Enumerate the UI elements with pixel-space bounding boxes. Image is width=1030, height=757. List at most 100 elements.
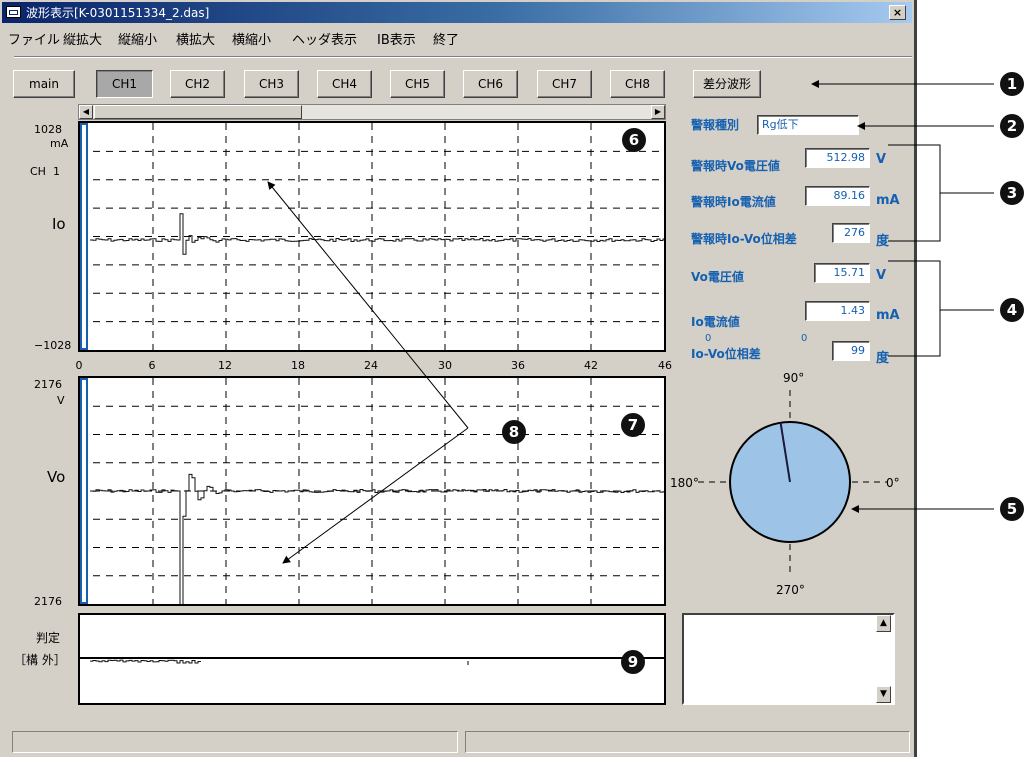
- callout-arrow-8a: [267, 181, 469, 429]
- status-panel-left: [12, 731, 458, 753]
- judgement-strip: [78, 613, 666, 705]
- diff-waveform-button[interactable]: 差分波形: [693, 70, 761, 98]
- phase-zero-left: 0: [705, 333, 712, 344]
- callout-7: 7: [621, 413, 645, 437]
- phase-label: Io-Vo位相差: [691, 347, 761, 361]
- io-value-label: Io電流値: [691, 315, 740, 329]
- judgement-trace: [80, 657, 664, 665]
- io-waveform-canvas: [80, 123, 664, 350]
- callout-9: 9: [621, 650, 645, 674]
- menu-header-view[interactable]: ヘッダ表示: [292, 33, 358, 48]
- callout-1: 1: [1000, 72, 1024, 96]
- main-button[interactable]: main: [13, 70, 75, 98]
- ch8-button[interactable]: CH8: [610, 70, 665, 98]
- vo-cursor-bar[interactable]: [80, 378, 88, 604]
- alarm-io-label: 警報時Io電流値: [691, 195, 776, 209]
- vo-signal-label: Vo: [47, 468, 66, 486]
- ch1-button[interactable]: CH1: [96, 70, 153, 98]
- menu-zoom-v-out[interactable]: 縦縮小: [118, 33, 158, 48]
- x-tick: 0: [75, 359, 83, 372]
- alarm-vo-field[interactable]: 512.98: [805, 148, 870, 168]
- callout-8: 8: [502, 420, 526, 444]
- phase-diagram: 90° 180° 0° 270°: [670, 371, 900, 597]
- ch3-button[interactable]: CH3: [244, 70, 299, 98]
- phase-label-180: 180°: [670, 476, 699, 490]
- alarm-vo-label: 警報時Vo電圧値: [691, 159, 780, 173]
- io-unit: mA: [50, 137, 69, 150]
- callout-3: 3: [1000, 181, 1024, 205]
- scroll-left-arrow-icon[interactable]: ◀: [79, 105, 93, 119]
- phase-label-270: 270°: [776, 583, 805, 597]
- vo-waveform-canvas: [80, 378, 664, 604]
- x-tick: 18: [291, 359, 305, 372]
- io-channel-label: CH 1: [30, 165, 60, 178]
- vo-plot[interactable]: [78, 376, 666, 606]
- menu-bar: ファイル 縦拡大 縦縮小 横拡大 横縮小 ヘッダ表示 IB表示 終了: [0, 25, 912, 48]
- phase-field[interactable]: 99: [832, 341, 870, 361]
- x-tick: 30: [438, 359, 452, 372]
- main-window: 波形表示[K-0301151334_2.das] × ファイル 縦拡大 縦縮小 …: [0, 0, 915, 757]
- vo-unit: V: [57, 394, 65, 407]
- judgement-label: 判定: [36, 631, 61, 645]
- callout-arrow-8b: [282, 427, 469, 564]
- vo-value-field[interactable]: 15.71: [814, 263, 870, 283]
- io-value-field[interactable]: 1.43: [805, 301, 870, 321]
- alarm-type-label: 警報種別: [691, 118, 740, 132]
- alarm-type-field[interactable]: Rg低下: [757, 115, 859, 135]
- io-plot[interactable]: [78, 121, 666, 352]
- ch7-button[interactable]: CH7: [537, 70, 592, 98]
- menu-zoom-h-in[interactable]: 横拡大: [176, 33, 216, 48]
- status-panel-right: [465, 731, 910, 753]
- menu-zoom-h-out[interactable]: 横縮小: [232, 33, 272, 48]
- io-value-unit: mA: [876, 308, 900, 323]
- alarm-vo-unit: V: [876, 152, 887, 167]
- menu-divider: [14, 56, 912, 58]
- ch6-button[interactable]: CH6: [463, 70, 518, 98]
- phase-needle: [779, 422, 791, 483]
- vo-value-label: Vo電圧値: [691, 270, 744, 284]
- x-tick: 24: [364, 359, 378, 372]
- close-button[interactable]: ×: [889, 5, 906, 20]
- scroll-up-arrow-icon[interactable]: ▲: [876, 615, 891, 632]
- ch2-button[interactable]: CH2: [170, 70, 225, 98]
- phase-zero-right: 0: [801, 333, 808, 344]
- alarm-phase-unit: 度: [876, 234, 890, 249]
- judgement-sub-label: ［構 外］: [14, 653, 66, 667]
- window-icon: [6, 6, 21, 18]
- scroll-thumb[interactable]: [94, 105, 302, 119]
- x-tick: 12: [218, 359, 232, 372]
- window-title: 波形表示[K-0301151334_2.das]: [26, 6, 210, 20]
- callout-bracket-4: [888, 260, 941, 357]
- menu-zoom-v-in[interactable]: 縦拡大: [63, 33, 103, 48]
- vo-top-value: 2176: [34, 378, 62, 391]
- io-signal-label: Io: [52, 215, 66, 233]
- alarm-phase-field[interactable]: 276: [832, 223, 870, 243]
- ch5-button[interactable]: CH5: [390, 70, 445, 98]
- phase-label-0: 0°: [886, 476, 900, 490]
- menu-file[interactable]: ファイル: [8, 33, 61, 48]
- callout-6: 6: [622, 128, 646, 152]
- scroll-down-arrow-icon[interactable]: ▼: [876, 686, 891, 703]
- x-tick: 6: [148, 359, 156, 372]
- vo-bottom-value: 2176: [34, 595, 62, 608]
- title-bar[interactable]: 波形表示[K-0301151334_2.das] ×: [2, 2, 912, 23]
- callout-bracket-3: [888, 144, 941, 242]
- alarm-phase-label: 警報時Io-Vo位相差: [691, 232, 797, 246]
- x-tick: 46: [658, 359, 672, 372]
- waveform-line: [90, 213, 664, 255]
- horizontal-scrollbar[interactable]: ◀ ▶: [78, 104, 666, 120]
- alarm-io-field[interactable]: 89.16: [805, 186, 870, 206]
- scroll-right-arrow-icon[interactable]: ▶: [651, 105, 665, 119]
- io-cursor-bar[interactable]: [80, 123, 88, 350]
- ch4-button[interactable]: CH4: [317, 70, 372, 98]
- menu-exit[interactable]: 終了: [433, 33, 460, 48]
- menu-ib-view[interactable]: IB表示: [377, 33, 416, 48]
- x-tick: 36: [511, 359, 525, 372]
- alarm-io-unit: mA: [876, 193, 900, 208]
- callout-2: 2: [1000, 114, 1024, 138]
- message-textbox[interactable]: ▲ ▼: [682, 613, 895, 705]
- phase-label-90: 90°: [783, 371, 804, 385]
- window-border: [914, 0, 917, 757]
- waveform-line: [90, 473, 664, 604]
